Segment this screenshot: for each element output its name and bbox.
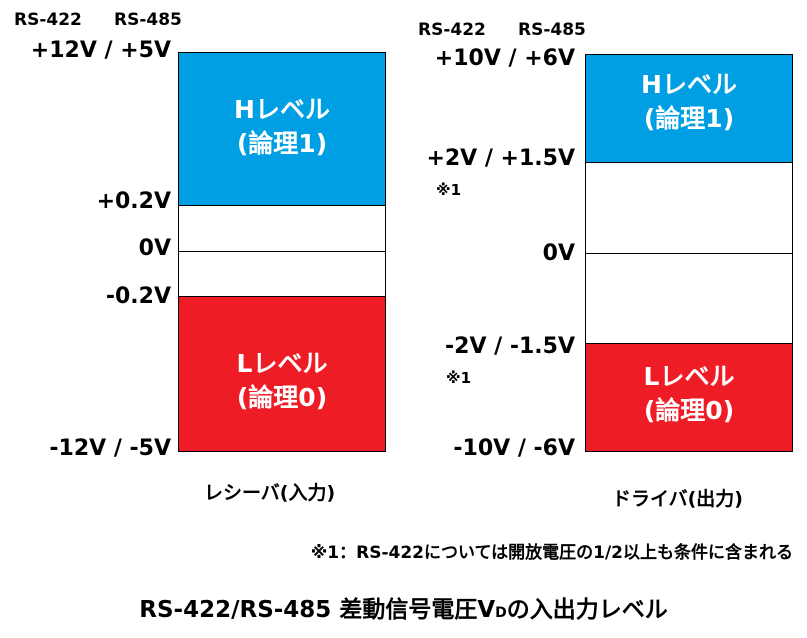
driver-header-rs485: RS-485 xyxy=(518,20,586,40)
receiver-low-logic: (論理0) xyxy=(236,383,328,412)
title-subscript: D xyxy=(495,605,507,621)
receiver-high-label: Hレベル xyxy=(234,95,330,124)
driver-low-note: ※1 xyxy=(446,369,472,387)
title-prefix: RS-422/RS-485 差動信号電圧V xyxy=(139,597,496,623)
receiver-mid-band-lower xyxy=(178,251,386,297)
receiver-caption: レシーバ(入力) xyxy=(204,482,336,504)
receiver-level-zero: 0V xyxy=(138,236,171,261)
title-suffix: の入出力レベル xyxy=(506,597,668,623)
receiver-header-rs422: RS-422 xyxy=(14,10,82,30)
receiver-low-band: Lレベル (論理0) xyxy=(178,296,386,452)
driver-high-label: Hレベル xyxy=(641,70,737,99)
driver-mid-band-upper xyxy=(585,162,793,254)
driver-header-rs422: RS-422 xyxy=(418,20,486,40)
driver-level-bottom: -10V / -6V xyxy=(453,436,575,461)
driver-high-note: ※1 xyxy=(436,181,462,199)
receiver-header-rs485: RS-485 xyxy=(114,10,182,30)
driver-level-top: +10V / +6V xyxy=(434,46,575,71)
driver-level-high-threshold: +2V / +1.5V xyxy=(426,146,575,171)
footnote: ※1：RS-422については開放電圧の1/2以上も条件に含まれる xyxy=(310,543,793,563)
receiver-level-top: +12V / +5V xyxy=(30,38,171,63)
driver-level-zero: 0V xyxy=(542,241,575,266)
driver-caption: ドライバ(出力) xyxy=(612,488,743,510)
receiver-high-band: Hレベル (論理1) xyxy=(178,52,386,206)
receiver-level-bottom: -12V / -5V xyxy=(49,436,171,461)
driver-low-logic: (論理0) xyxy=(643,396,735,425)
receiver-high-logic: (論理1) xyxy=(236,129,328,158)
driver-low-label: Lレベル xyxy=(643,362,735,391)
driver-mid-band-lower xyxy=(585,253,793,344)
receiver-mid-band-upper xyxy=(178,205,386,252)
receiver-level-high-threshold: +0.2V xyxy=(96,189,171,214)
driver-level-low-threshold: -2V / -1.5V xyxy=(445,334,575,359)
driver-low-band: Lレベル (論理0) xyxy=(585,343,793,452)
receiver-low-label: Lレベル xyxy=(236,349,328,378)
driver-high-band: Hレベル (論理1) xyxy=(585,54,793,163)
receiver-level-low-threshold: -0.2V xyxy=(105,284,171,309)
driver-high-logic: (論理1) xyxy=(643,104,735,133)
diagram-title: RS-422/RS-485 差動信号電圧VDの入出力レベル xyxy=(0,590,807,624)
